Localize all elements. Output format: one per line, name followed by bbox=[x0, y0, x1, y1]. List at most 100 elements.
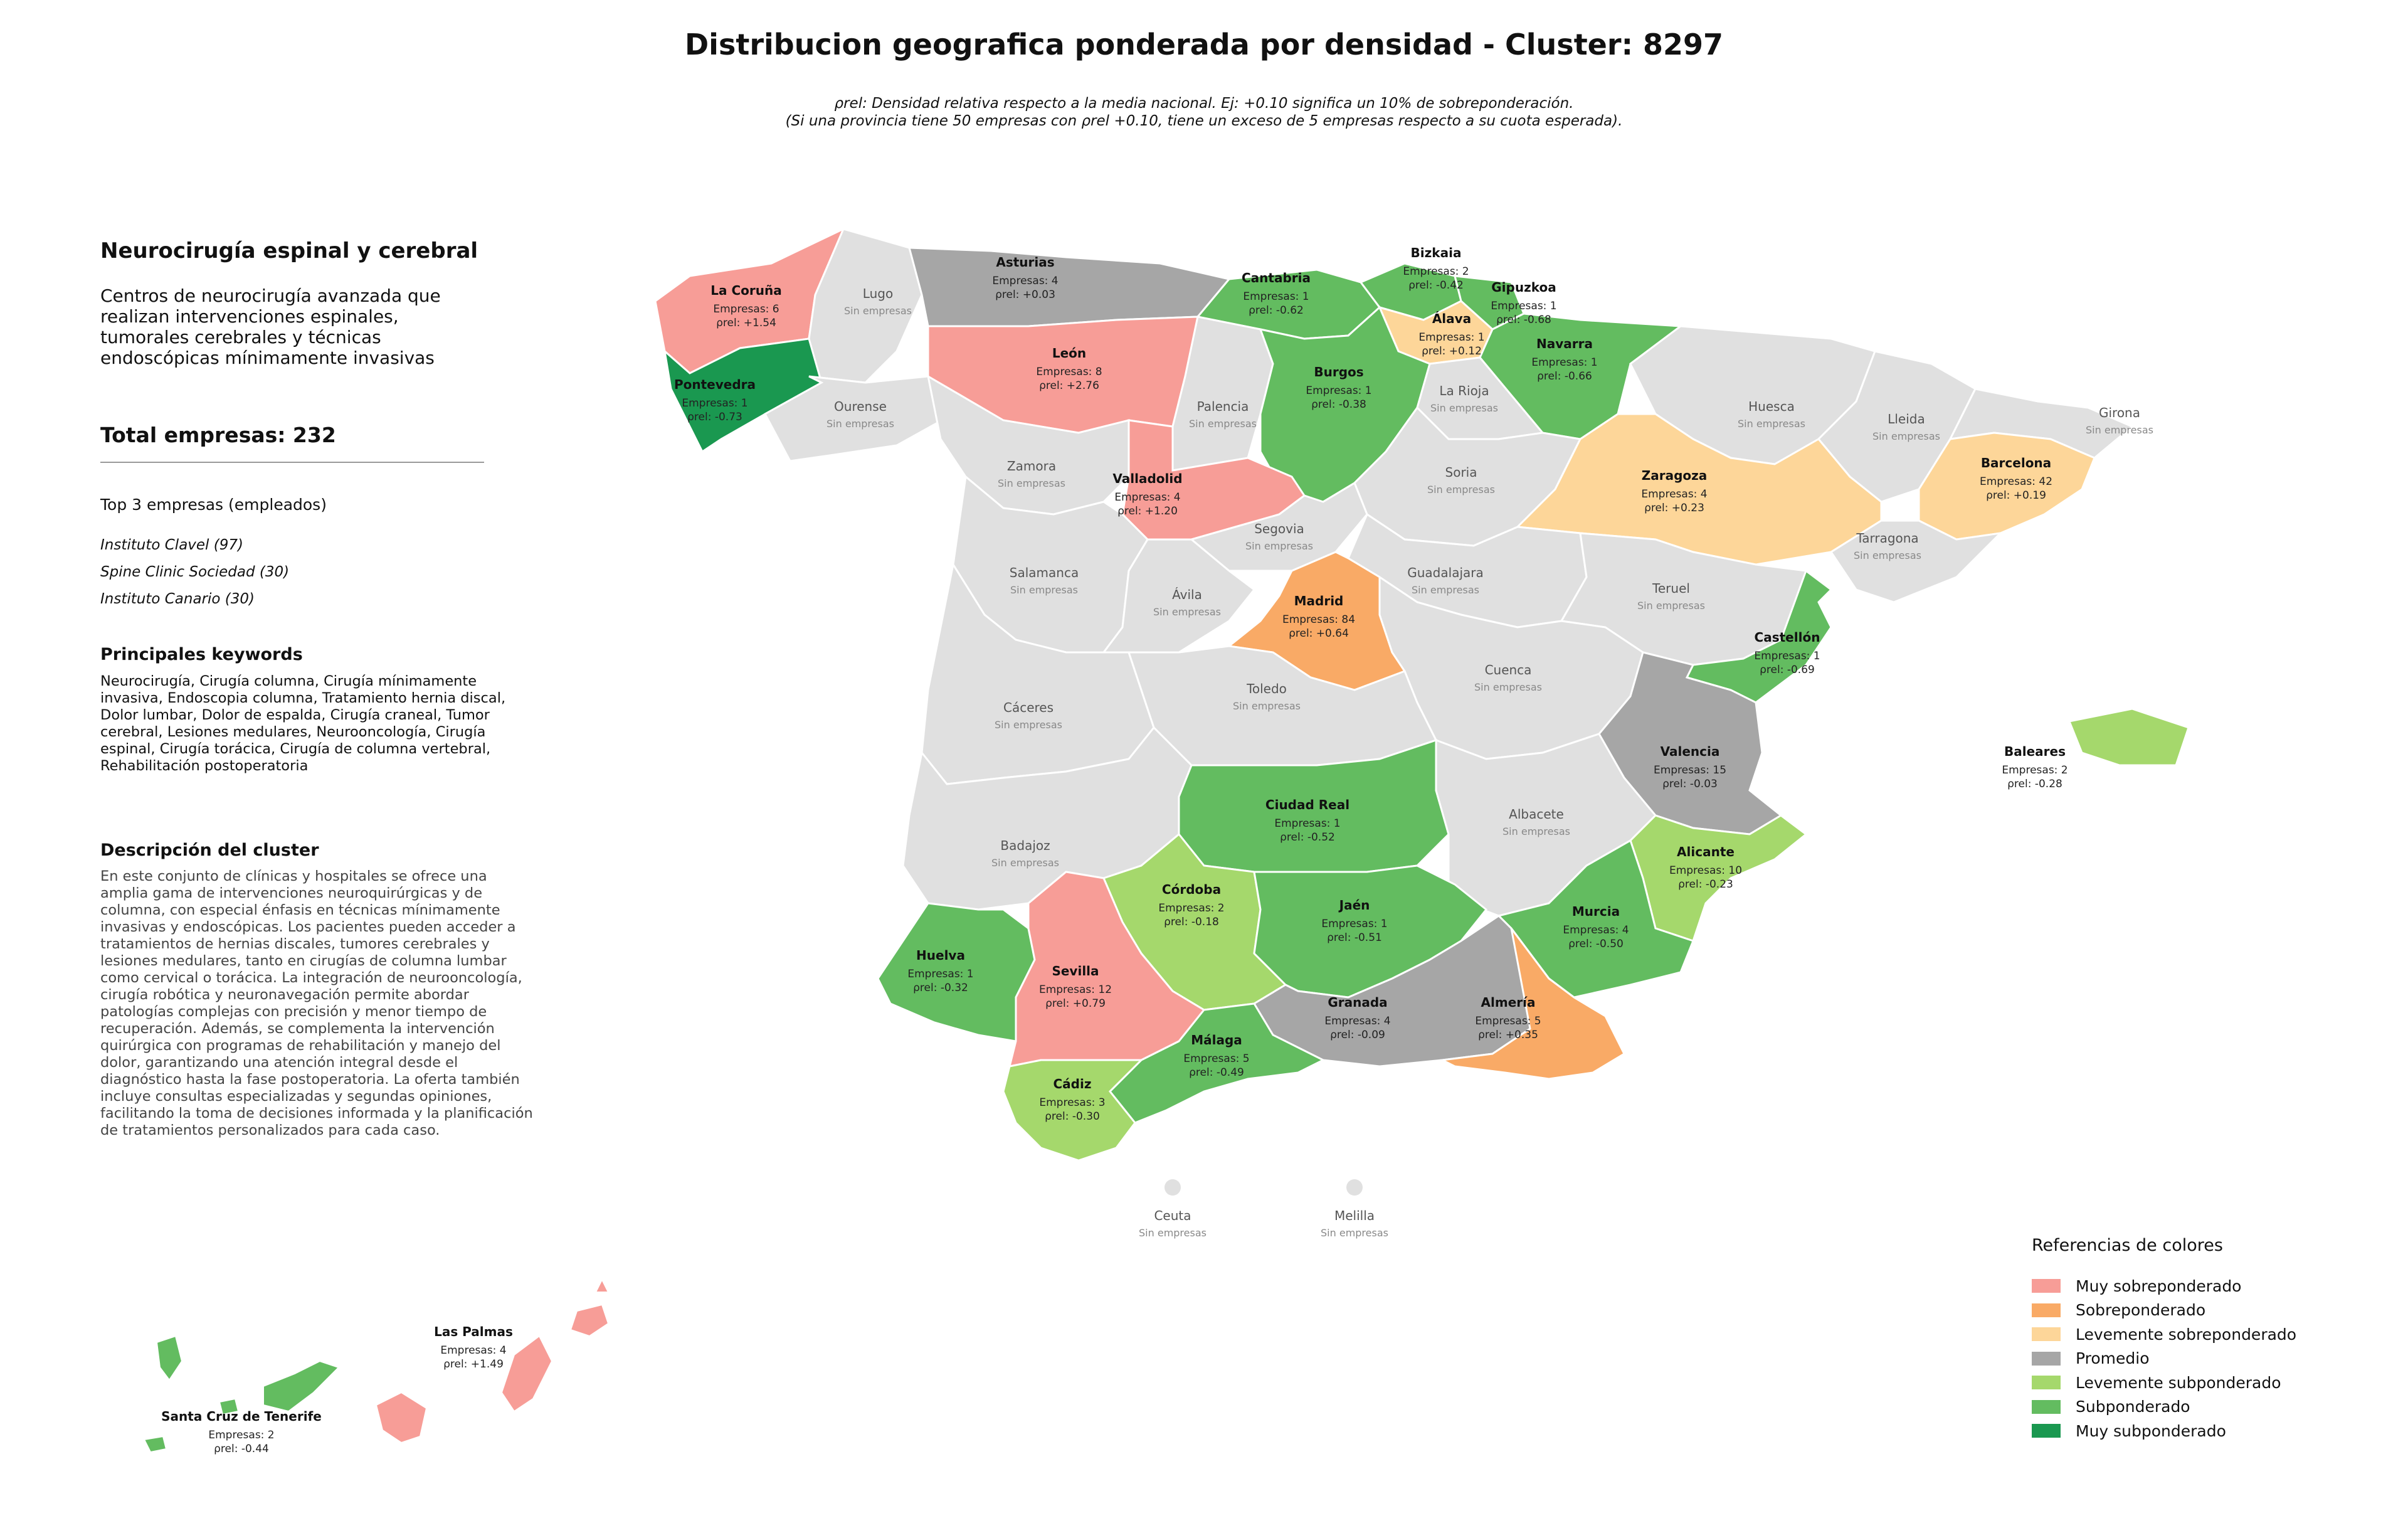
map-subtitle-line1: ρrel: Densidad relativa respecto a la me… bbox=[834, 95, 1574, 112]
total-companies: Total empresas: 232 bbox=[100, 423, 336, 447]
province-no-data: Sin empresas bbox=[1010, 584, 1078, 596]
province-label: Albacete bbox=[1509, 807, 1564, 822]
province-label: Valencia bbox=[1661, 744, 1720, 759]
province-no-data: Sin empresas bbox=[1430, 402, 1498, 414]
province-no-data: Sin empresas bbox=[1189, 418, 1257, 430]
province-companies: Empresas: 2 bbox=[1403, 265, 1469, 278]
province-companies: Empresas: 6 bbox=[713, 303, 779, 316]
province-label: Jaén bbox=[1338, 898, 1370, 913]
province-label: Ourense bbox=[834, 399, 887, 414]
province-segovia bbox=[1189, 481, 1368, 572]
province-label: Salamanca bbox=[1010, 565, 1079, 580]
province-companies: Empresas: 8 bbox=[1036, 366, 1102, 378]
province-label: Teruel bbox=[1652, 581, 1690, 596]
province-companies: Empresas: 42 bbox=[1980, 475, 2052, 488]
province-companies: Empresas: 3 bbox=[1039, 1096, 1105, 1109]
province-rho: ρrel: -0.23 bbox=[1678, 878, 1733, 891]
legend-label: Levemente subponderado bbox=[2076, 1373, 2281, 1392]
legend-title: Referencias de colores bbox=[2032, 1236, 2223, 1255]
province-no-data: Sin empresas bbox=[995, 719, 1062, 731]
province-no-data: Sin empresas bbox=[1321, 1227, 1388, 1239]
province-rho: ρrel: -0.51 bbox=[1327, 931, 1382, 944]
province-rho: ρrel: +1.20 bbox=[1117, 505, 1178, 517]
province-rho: ρrel: -0.38 bbox=[1311, 398, 1366, 411]
province-rho: ρrel: -0.69 bbox=[1760, 664, 1815, 676]
color-legend: Referencias de colores Muy sobreponderad… bbox=[2032, 1236, 2296, 1443]
legend-swatch bbox=[2032, 1279, 2061, 1293]
province-label: Baleares bbox=[2004, 744, 2066, 759]
province-label: Segovia bbox=[1254, 521, 1304, 536]
province-label: Alicante bbox=[1677, 844, 1735, 859]
province-label: Gipuzkoa bbox=[1491, 280, 1556, 295]
province-companies: Empresas: 4 bbox=[440, 1344, 506, 1357]
province-label: La Rioja bbox=[1439, 383, 1489, 398]
province-label: Bizkaia bbox=[1411, 245, 1462, 260]
province-las-palmas bbox=[375, 1391, 428, 1444]
province-rho: ρrel: -0.18 bbox=[1164, 916, 1219, 928]
province-label: Ceuta bbox=[1154, 1208, 1191, 1223]
province-no-data: Sin empresas bbox=[1153, 606, 1221, 618]
province-rho: ρrel: +0.23 bbox=[1644, 502, 1704, 514]
province-no-data: Sin empresas bbox=[1854, 549, 1921, 561]
province-rho: ρrel: -0.30 bbox=[1045, 1110, 1100, 1123]
legend-label: Sobreponderado bbox=[2076, 1301, 2206, 1320]
legend-label: Muy subponderado bbox=[2076, 1421, 2226, 1440]
province-no-data: Sin empresas bbox=[1872, 430, 1940, 442]
province-label: León bbox=[1052, 346, 1086, 361]
province-cadiz bbox=[1002, 1059, 1144, 1162]
province-no-data: Sin empresas bbox=[844, 305, 912, 317]
province-companies: Empresas: 1 bbox=[1754, 650, 1820, 662]
province-label: Castellón bbox=[1755, 630, 1820, 645]
province-companies: Empresas: 5 bbox=[1183, 1053, 1249, 1065]
province-label: Cáceres bbox=[1003, 700, 1054, 715]
province-label: Santa Cruz de Tenerife bbox=[161, 1409, 322, 1424]
province-label: Melilla bbox=[1334, 1208, 1375, 1223]
province-companies: Empresas: 1 bbox=[1274, 817, 1340, 830]
legend-swatch bbox=[2032, 1303, 2061, 1317]
province-rho: ρrel: +0.79 bbox=[1045, 997, 1106, 1010]
province-label: Toledo bbox=[1246, 681, 1287, 696]
legend-item: Levemente sobreponderado bbox=[2032, 1322, 2296, 1347]
legend-item: Promedio bbox=[2032, 1347, 2296, 1371]
legend-item: Sobreponderado bbox=[2032, 1298, 2296, 1323]
province-label: Girona bbox=[2099, 405, 2140, 420]
province-no-data: Sin empresas bbox=[1245, 540, 1313, 552]
province-label: Guadalajara bbox=[1407, 565, 1483, 580]
province-companies: Empresas: 5 bbox=[1475, 1015, 1541, 1027]
province-tarragona bbox=[1829, 519, 2004, 603]
province-label: Soria bbox=[1445, 465, 1477, 480]
province-companies: Empresas: 1 bbox=[1243, 290, 1309, 303]
legend-swatch bbox=[2032, 1424, 2061, 1438]
province-santa-cruz-de-tenerife bbox=[263, 1360, 340, 1413]
province-label: Almería bbox=[1481, 995, 1536, 1010]
keywords-heading: Principales keywords bbox=[100, 645, 303, 664]
province-rho: ρrel: +0.12 bbox=[1422, 345, 1482, 358]
province-rho: ρrel: -0.52 bbox=[1280, 831, 1335, 844]
province-label: Zaragoza bbox=[1642, 468, 1708, 483]
province-companies: Empresas: 2 bbox=[208, 1429, 274, 1441]
province-companies: Empresas: 4 bbox=[1563, 924, 1629, 936]
province-companies: Empresas: 2 bbox=[2002, 764, 2067, 777]
province-label: Huesca bbox=[1748, 399, 1795, 414]
province-companies: Empresas: 84 bbox=[1282, 613, 1355, 626]
province-lleida bbox=[1817, 350, 1977, 503]
province-ceuta bbox=[1164, 1179, 1181, 1196]
province-label: Lugo bbox=[863, 286, 893, 301]
legend-swatch bbox=[2032, 1399, 2061, 1414]
province-label: Ávila bbox=[1172, 587, 1202, 602]
province-label: Tarragona bbox=[1856, 531, 1918, 546]
province-no-data: Sin empresas bbox=[1427, 484, 1495, 496]
province-label: Burgos bbox=[1314, 364, 1363, 379]
province-rho: ρrel: +1.49 bbox=[443, 1358, 504, 1371]
legend-label: Promedio bbox=[2076, 1349, 2150, 1368]
legend-swatch bbox=[2032, 1327, 2061, 1342]
province-rho: ρrel: -0.44 bbox=[214, 1443, 269, 1455]
province-label: Badajoz bbox=[1000, 838, 1050, 853]
province-companies: Empresas: 15 bbox=[1654, 764, 1726, 777]
province-santa-cruz-de-tenerife bbox=[218, 1398, 240, 1416]
province-no-data: Sin empresas bbox=[991, 857, 1059, 869]
province-label: Córdoba bbox=[1162, 882, 1221, 897]
province-label: Sevilla bbox=[1052, 963, 1099, 979]
province-rho: ρrel: -0.28 bbox=[2007, 778, 2062, 790]
province-rho: ρrel: -0.49 bbox=[1189, 1066, 1244, 1079]
